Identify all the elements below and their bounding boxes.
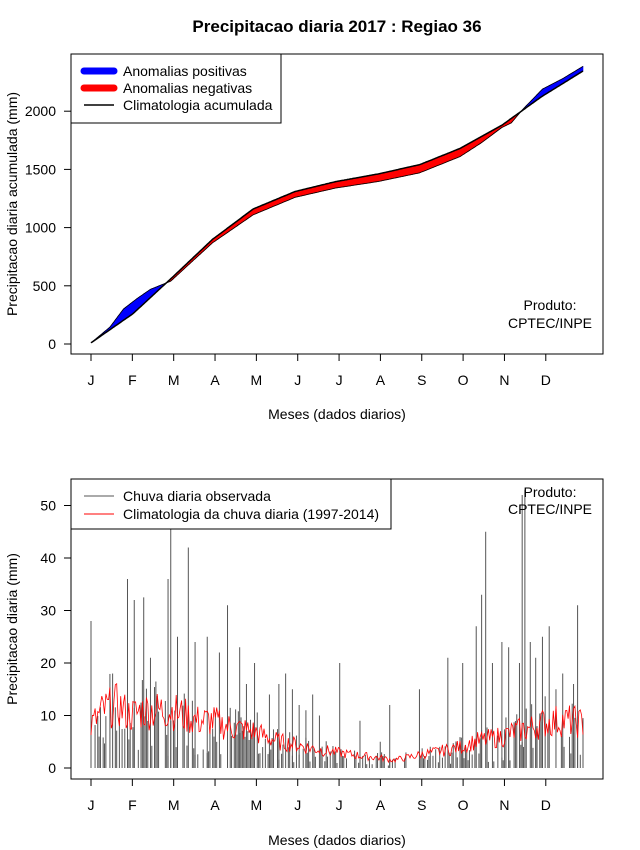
top-legend: Anomalias positivas Anomalias negativas … <box>70 53 282 124</box>
legend-label-positive: Anomalias positivas <box>123 63 247 79</box>
x-tick-label: M <box>251 372 263 388</box>
observed-daily-rain <box>90 489 584 768</box>
x-tick-label: M <box>251 797 263 813</box>
top-product-label: Produto: <box>524 297 577 313</box>
y-tick-label: 2000 <box>25 103 56 119</box>
x-tick-label: M <box>168 372 180 388</box>
bottom-legend: Chuva diaria observada Climatologia da c… <box>70 478 392 530</box>
daily-climatology-line <box>90 682 584 764</box>
x-tick-label: D <box>541 372 551 388</box>
x-tick-label: A <box>376 797 386 813</box>
top-product-source: CPTEC/INPE <box>508 315 592 331</box>
bottom-y-axis: 0 10 20 30 40 50 <box>40 498 72 776</box>
bottom-x-axis-label: Meses (dados diarios) <box>268 832 406 848</box>
observed-cumulative-line <box>90 66 584 344</box>
y-tick-label: 10 <box>40 708 56 724</box>
legend-label-daily-climatology: Climatologia da chuva diaria (1997-2014) <box>123 506 379 522</box>
top-y-axis-label: Precipitacao diaria acumulada (mm) <box>4 92 20 316</box>
top-panel: 0 500 1000 1500 2000 J F M A M J J A S O N D Meses (dad… <box>4 53 604 422</box>
bottom-legend-box <box>70 478 392 530</box>
x-tick-label: J <box>294 797 301 813</box>
x-tick-label: N <box>499 797 509 813</box>
y-tick-label: 0 <box>48 336 56 352</box>
y-tick-label: 500 <box>33 278 57 294</box>
legend-label-observed: Chuva diaria observada <box>123 488 271 504</box>
bottom-y-axis-label: Precipitacao diaria (mm) <box>4 553 20 705</box>
x-tick-label: J <box>336 372 343 388</box>
top-y-axis: 0 500 1000 1500 2000 <box>25 103 72 352</box>
x-tick-label: J <box>336 797 343 813</box>
x-tick-label: M <box>168 797 180 813</box>
x-tick-label: S <box>417 797 426 813</box>
top-series-lines <box>90 66 584 344</box>
x-tick-label: F <box>128 797 137 813</box>
chart-title: Precipitacao diaria 2017 : Regiao 36 <box>192 17 481 36</box>
x-tick-label: F <box>128 372 137 388</box>
y-tick-label: 1000 <box>25 220 56 236</box>
x-tick-label: S <box>417 372 426 388</box>
y-tick-label: 40 <box>40 550 56 566</box>
y-tick-label: 30 <box>40 603 56 619</box>
daily-climatology <box>90 682 584 764</box>
climatology-cumulative-line <box>90 70 584 344</box>
y-tick-label: 0 <box>48 760 56 776</box>
bottom-product-source: CPTEC/INPE <box>508 501 592 517</box>
x-tick-label: N <box>499 372 509 388</box>
bottom-panel: 0 10 20 30 40 50 J F M A M J J A S O N D Meses (dados di… <box>4 478 604 848</box>
x-tick-label: D <box>541 797 551 813</box>
x-tick-label: A <box>376 372 386 388</box>
x-tick-label: O <box>458 797 469 813</box>
legend-label-negative: Anomalias negativas <box>123 80 252 96</box>
x-tick-label: A <box>210 372 220 388</box>
legend-label-climatology: Climatologia acumulada <box>123 97 273 113</box>
y-tick-label: 1500 <box>25 161 56 177</box>
x-tick-label: A <box>210 797 220 813</box>
top-x-axis-label: Meses (dados diarios) <box>268 406 406 422</box>
x-tick-label: J <box>88 372 95 388</box>
bottom-product-label: Produto: <box>524 484 577 500</box>
y-tick-label: 20 <box>40 655 56 671</box>
y-tick-label: 50 <box>40 498 56 514</box>
x-tick-label: J <box>294 372 301 388</box>
x-tick-label: J <box>88 797 95 813</box>
x-tick-label: O <box>458 372 469 388</box>
